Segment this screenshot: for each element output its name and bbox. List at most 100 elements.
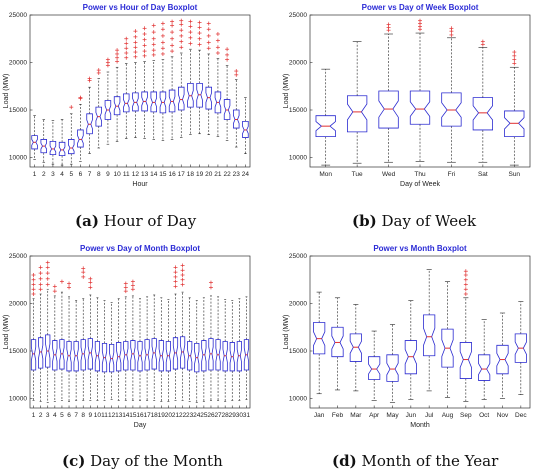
box-body [137, 341, 143, 372]
box-body [315, 115, 336, 137]
box-body [73, 341, 79, 372]
box-body [49, 140, 57, 156]
box-Apr: Apr [368, 330, 381, 419]
outlier-point [45, 265, 50, 270]
x-tick-label: 2 [39, 412, 43, 419]
outlier-point [142, 26, 147, 31]
outlier-point [133, 45, 138, 50]
box-body [113, 96, 121, 116]
x-tick-label: 3 [46, 412, 50, 419]
x-tick-label: Sat [478, 171, 488, 178]
box-body [349, 333, 362, 362]
box-body [242, 121, 249, 138]
outlier-point [67, 281, 72, 286]
outlier-point [130, 279, 135, 284]
box-22: 22 [179, 263, 187, 419]
y-tick-label: 25000 [289, 12, 307, 19]
box-body [116, 342, 122, 372]
outlier-point [130, 283, 135, 288]
box-5: 5 [59, 279, 65, 419]
caption-a-text: Hour of Day [103, 212, 197, 230]
outlier-point [215, 32, 220, 36]
box-body [178, 86, 185, 111]
outlier-point [463, 277, 468, 282]
y-tick-label: 15000 [289, 348, 307, 355]
box-Jul: Jul [423, 268, 436, 419]
x-tick-label: 24 [242, 171, 250, 178]
box-15: 15 [129, 279, 137, 419]
caption-c: (c) Day of the Month [62, 452, 223, 470]
caption-d-text: Month of the Year [361, 452, 499, 470]
outlier-point [173, 284, 178, 289]
outlier-point [160, 46, 165, 51]
x-tick-label: 19 [196, 171, 204, 178]
chart-title: Power vs Day of Week Boxplot [362, 3, 479, 12]
outlier-point [142, 32, 147, 36]
outlier-point [170, 23, 175, 28]
outlier-point [142, 43, 147, 48]
box-body [130, 340, 136, 371]
box-29: 29 [229, 300, 236, 419]
outlier-point [31, 287, 36, 292]
box-21: 21 [172, 265, 179, 419]
box-Thu: Thu [409, 18, 431, 178]
y-tick-label: 10000 [289, 396, 307, 403]
caption-d-letter: (d) [332, 452, 357, 470]
y-tick-label: 10000 [289, 155, 307, 162]
box-body [478, 354, 491, 381]
outlier-point [180, 277, 185, 282]
outlier-point [449, 32, 454, 37]
box-body [233, 109, 240, 129]
box-body [30, 339, 37, 371]
outlier-point [170, 36, 175, 41]
outlier-point [31, 273, 36, 277]
box-8: 8 [80, 266, 86, 419]
x-tick-label: 12 [132, 171, 140, 178]
x-tick-label: 12 [108, 412, 116, 419]
outlier-point [463, 287, 468, 292]
x-tick-label: Thu [414, 171, 426, 178]
x-tick-label: 8 [81, 412, 85, 419]
box-body [172, 337, 179, 370]
box-18: 18 [151, 294, 158, 419]
x-tick-label: 28 [222, 412, 230, 419]
outlier-point [78, 95, 83, 100]
outlier-point [88, 276, 93, 281]
box-15: 15 [159, 21, 167, 178]
box-body [86, 113, 93, 135]
x-tick-label: 16 [168, 171, 176, 178]
box-body [187, 341, 193, 371]
box-body [58, 141, 66, 156]
outlier-point [197, 42, 202, 47]
outlier-point [386, 22, 391, 27]
outlier-point [179, 18, 184, 23]
outlier-point [160, 21, 165, 26]
x-tick-label: 9 [106, 171, 110, 178]
chart-hour: Power vs Hour of Day Boxplot 10000 15000 20… [3, 3, 251, 188]
box-14: 14 [150, 23, 158, 178]
box-body [423, 314, 436, 357]
box-body [378, 90, 399, 129]
outlier-point [88, 285, 93, 290]
box-27: 27 [214, 296, 222, 419]
x-tick-label: 1 [32, 412, 36, 419]
box-Jan: Jan [313, 291, 326, 419]
outlier-point [480, 39, 485, 44]
outlier-point [234, 72, 239, 77]
outlier-point [151, 36, 156, 41]
outlier-point [31, 282, 36, 287]
box-body [38, 337, 44, 369]
x-tick-label: Tue [352, 171, 363, 178]
x-tick-label: Oct [479, 412, 489, 419]
box-5: 5 [68, 105, 75, 178]
x-tick-label: 11 [101, 412, 108, 419]
box-body [215, 339, 221, 371]
box-body [165, 341, 171, 372]
y-tick-label: 20000 [289, 60, 307, 67]
x-tick-label: Jun [406, 412, 417, 419]
chart-month: Power vs Month Boxplot 10000 15000 20000 250… [283, 244, 531, 429]
box-body [150, 91, 157, 113]
outlier-point [197, 20, 202, 25]
x-tick-label: 2 [42, 171, 46, 178]
box-Sat: Sat [472, 39, 493, 178]
